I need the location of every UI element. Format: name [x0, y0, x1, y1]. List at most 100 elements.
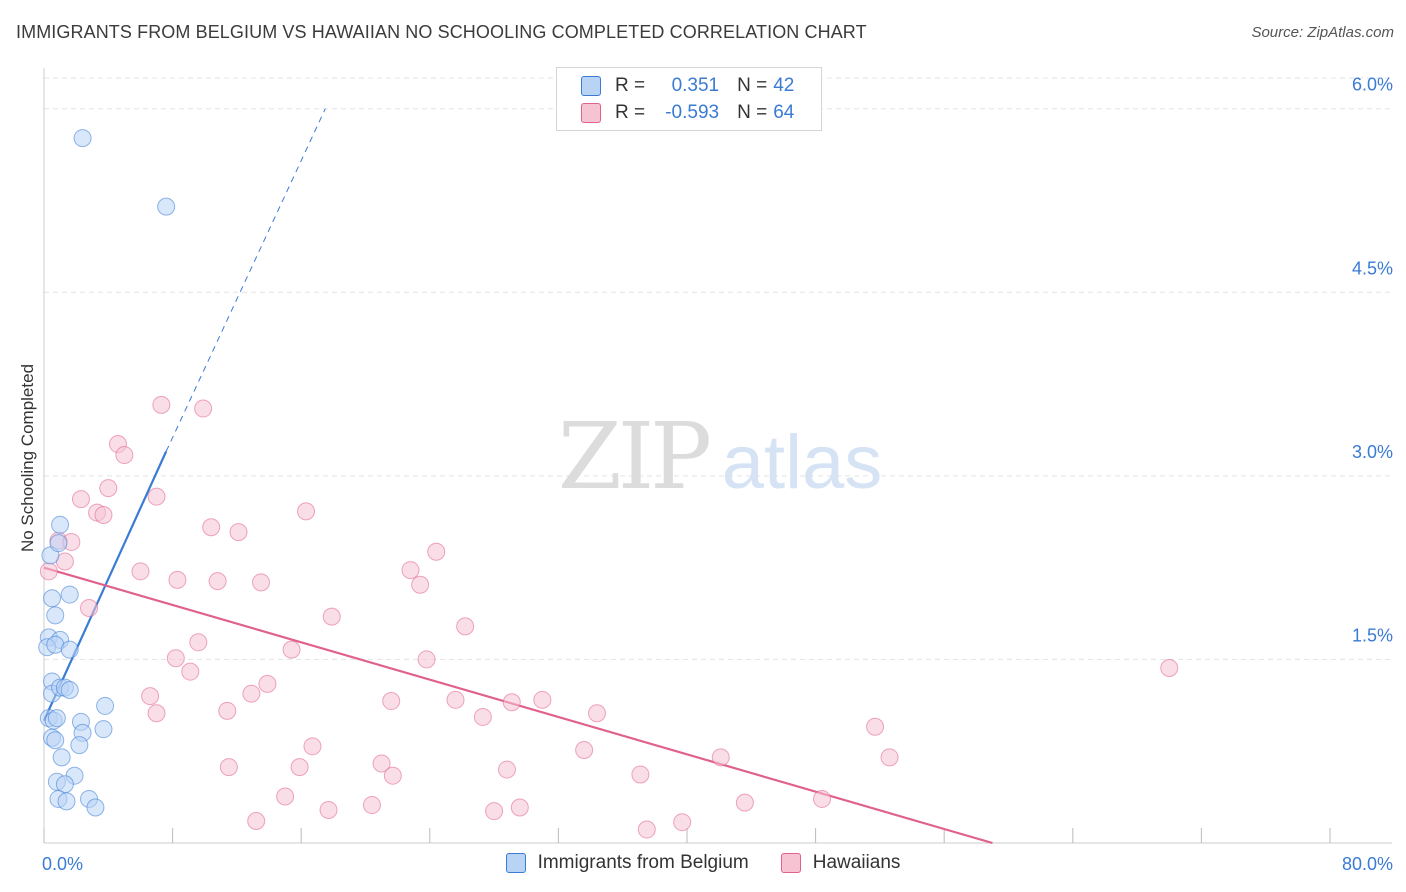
point-belgium	[52, 748, 71, 767]
trend-line-belgium-extension	[165, 108, 326, 452]
watermark-zip: ZIP	[558, 403, 709, 510]
point-hawaiians	[208, 572, 227, 591]
point-hawaiians	[502, 693, 521, 712]
point-belgium	[70, 736, 89, 755]
legend-r-label: R =	[615, 102, 646, 123]
point-hawaiians	[258, 674, 277, 693]
point-hawaiians	[411, 575, 430, 594]
point-belgium	[94, 720, 113, 739]
point-belgium	[43, 589, 62, 608]
legend-n-label: N =	[737, 102, 768, 123]
point-belgium	[60, 640, 79, 659]
source-credit: Source: ZipAtlas.com	[1251, 24, 1394, 41]
point-hawaiians	[382, 692, 401, 711]
legend-row-belgium: R = 0.351 N = 42	[581, 74, 794, 98]
legend-swatch	[780, 853, 801, 873]
legend-item-belgium[interactable]: Immigrants from Belgium	[505, 852, 749, 874]
point-belgium	[73, 129, 92, 148]
legend-swatch	[505, 853, 526, 873]
point-hawaiians	[575, 740, 594, 759]
y-tick-label: 6.0%	[1352, 75, 1393, 95]
legend-swatch-belgium	[581, 76, 601, 96]
point-hawaiians	[247, 811, 266, 830]
point-hawaiians	[39, 562, 58, 581]
series-legend: Immigrants from Belgium Hawaiians	[0, 852, 1406, 874]
watermark-atlas: atlas	[722, 420, 883, 505]
point-hawaiians	[711, 748, 730, 767]
y-tick-label: 3.0%	[1352, 442, 1393, 462]
point-hawaiians	[181, 662, 200, 681]
point-hawaiians	[587, 704, 606, 723]
point-hawaiians	[94, 506, 113, 525]
correlation-legend: R = 0.351 N = 42 R = -0.593 N = 64	[556, 67, 822, 131]
point-belgium	[47, 709, 66, 728]
point-hawaiians	[242, 684, 261, 703]
legend-n-label: N =	[737, 75, 768, 96]
point-hawaiians	[141, 687, 160, 706]
point-belgium	[57, 792, 76, 811]
point-hawaiians	[417, 650, 436, 669]
point-hawaiians	[282, 640, 301, 659]
point-hawaiians	[229, 523, 248, 542]
point-hawaiians	[631, 765, 650, 784]
point-belgium	[60, 681, 79, 700]
y-tick-label: 1.5%	[1352, 625, 1393, 645]
y-tick-label: 4.5%	[1352, 258, 1393, 278]
legend-r-label: R =	[615, 75, 646, 96]
point-hawaiians	[401, 561, 420, 580]
point-hawaiians	[152, 395, 171, 414]
point-hawaiians	[880, 748, 899, 767]
legend-n-value: 64	[773, 102, 795, 123]
chart-title: IMMIGRANTS FROM BELGIUM VS HAWAIIAN NO S…	[16, 22, 867, 42]
point-belgium	[51, 515, 70, 534]
point-hawaiians	[510, 798, 529, 817]
point-hawaiians	[735, 793, 754, 812]
legend-n-value: 42	[773, 75, 795, 96]
point-hawaiians	[99, 479, 118, 498]
axes	[43, 68, 1392, 844]
point-hawaiians	[115, 446, 134, 465]
legend-r-value: 0.351	[671, 75, 720, 96]
point-belgium	[157, 197, 176, 216]
point-belgium	[86, 798, 105, 817]
grid-lines	[44, 77, 1392, 660]
point-hawaiians	[303, 737, 322, 756]
point-hawaiians	[147, 704, 166, 723]
point-hawaiians	[166, 649, 185, 668]
point-belgium	[60, 585, 79, 604]
point-hawaiians	[290, 758, 309, 777]
point-hawaiians	[427, 542, 446, 561]
point-hawaiians	[813, 789, 832, 808]
legend-label: Immigrants from Belgium	[537, 852, 749, 873]
point-belgium	[49, 534, 68, 553]
legend-row-hawaiians: R = -0.593 N = 64	[581, 101, 794, 125]
point-hawaiians	[202, 518, 221, 537]
point-hawaiians	[219, 758, 238, 777]
legend-item-hawaiians[interactable]: Hawaiians	[780, 852, 900, 874]
data-points	[38, 129, 1179, 839]
point-hawaiians	[673, 813, 692, 832]
point-hawaiians	[473, 707, 492, 726]
point-hawaiians	[80, 599, 99, 618]
point-hawaiians	[1160, 658, 1179, 677]
point-hawaiians	[322, 607, 341, 626]
point-hawaiians	[456, 617, 475, 636]
legend-r-value: -0.593	[665, 102, 720, 123]
point-hawaiians	[131, 562, 150, 581]
point-hawaiians	[252, 573, 271, 592]
point-hawaiians	[533, 690, 552, 709]
x-tick-label: 0.0%	[42, 854, 83, 874]
point-belgium	[46, 731, 65, 750]
point-hawaiians	[218, 701, 237, 720]
point-hawaiians	[362, 796, 381, 815]
point-hawaiians	[189, 633, 208, 652]
point-hawaiians	[497, 760, 516, 779]
x-tick-label: 80.0%	[1342, 854, 1393, 874]
legend-swatch-hawaiians	[581, 103, 601, 123]
tick-labels: 1.5% 3.0% 4.5% 6.0% 0.0% 80.0%	[42, 75, 1393, 874]
point-hawaiians	[71, 490, 90, 509]
point-hawaiians	[276, 787, 295, 806]
point-hawaiians	[372, 754, 391, 773]
point-belgium	[96, 696, 115, 715]
